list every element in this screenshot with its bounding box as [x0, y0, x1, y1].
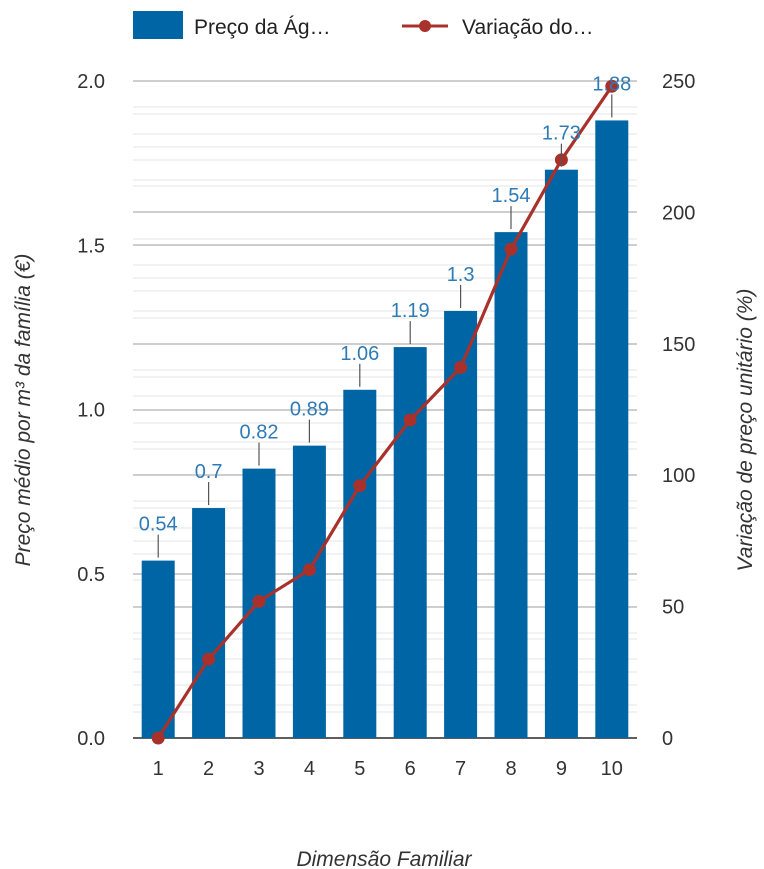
- x-tick-label: 7: [455, 758, 466, 780]
- data-label: 1.3: [447, 264, 475, 286]
- data-label: 0.54: [139, 514, 178, 536]
- data-label: 0.82: [240, 422, 279, 444]
- right-axis-ticks: 0 50 100 150 200 250: [662, 71, 695, 750]
- x-tick-label: 8: [505, 758, 516, 780]
- line-point: [504, 242, 518, 256]
- x-tick-label: 4: [304, 758, 315, 780]
- data-label: 1.73: [542, 123, 581, 145]
- bar: [343, 389, 377, 738]
- bar: [192, 508, 226, 738]
- x-axis-ticks: 1 2 3 4 5 6 7 8 9 10: [153, 758, 623, 780]
- y-tick-label: 0.0: [77, 728, 105, 750]
- y2-tick-label: 250: [662, 71, 695, 93]
- series-line: [156, 85, 614, 739]
- x-tick-label: 9: [556, 758, 567, 780]
- line-point: [151, 731, 165, 745]
- legend-label-line: Variação do…: [462, 16, 594, 39]
- legend: Preço da Ág… Variação do…: [133, 11, 594, 39]
- line-point: [202, 652, 216, 666]
- data-label: 1.19: [391, 300, 430, 322]
- line-point: [353, 479, 367, 493]
- bar: [494, 232, 528, 739]
- bar-series: [141, 120, 629, 739]
- data-label: 1.88: [592, 73, 631, 95]
- line-point: [403, 413, 417, 427]
- bar: [141, 560, 175, 738]
- y-tick-label: 1.0: [77, 400, 105, 422]
- y-axis-title: Preço médio por m³ da família (€): [12, 254, 35, 567]
- bar: [544, 169, 578, 738]
- x-tick-label: 5: [354, 758, 365, 780]
- y-tick-label: 1.5: [77, 235, 105, 257]
- data-label: 0.89: [290, 399, 329, 421]
- y2-tick-label: 100: [662, 465, 695, 487]
- line-point: [605, 79, 619, 93]
- left-axis-ticks: 0.0 0.5 1.0 1.5 2.0: [77, 71, 105, 750]
- data-label: 1.06: [340, 343, 379, 365]
- bar: [292, 445, 326, 738]
- y-tick-label: 2.0: [77, 71, 105, 93]
- legend-swatch-marker: [419, 20, 431, 32]
- x-tick-label: 3: [253, 758, 264, 780]
- line-point: [302, 563, 316, 577]
- bar: [444, 310, 478, 738]
- x-tick-label: 2: [203, 758, 214, 780]
- legend-label-bar: Preço da Ág…: [194, 16, 331, 39]
- data-label: 1.54: [492, 185, 531, 207]
- x-tick-label: 1: [153, 758, 164, 780]
- x-axis-title: Dimensão Familiar: [296, 848, 472, 869]
- legend-swatch-bar: [133, 11, 183, 39]
- x-tick-label: 10: [601, 758, 623, 780]
- line-point: [454, 360, 468, 374]
- y-tick-label: 0.5: [77, 564, 105, 586]
- y2-tick-label: 200: [662, 202, 695, 224]
- bar: [393, 347, 427, 738]
- data-label: 0.7: [195, 461, 223, 483]
- y2-tick-label: 50: [662, 597, 684, 619]
- data-labels: 0.54 0.7 0.82 0.89 1.06 1.19 1.3 1.54 1.73 1.88: [139, 73, 631, 558]
- x-tick-label: 6: [405, 758, 416, 780]
- y2-axis-title: Variação de preço unitário (%): [734, 289, 757, 572]
- line-point: [252, 594, 266, 608]
- bar: [595, 120, 629, 739]
- line-series: [151, 79, 619, 745]
- y2-tick-label: 150: [662, 334, 695, 356]
- y2-tick-label: 0: [662, 728, 673, 750]
